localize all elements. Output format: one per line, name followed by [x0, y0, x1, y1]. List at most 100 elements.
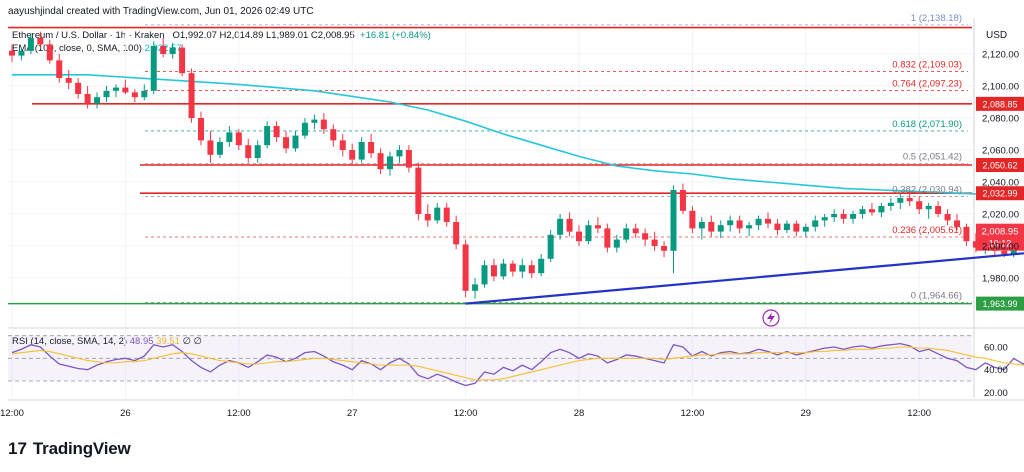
candle[interactable]: [481, 260, 488, 288]
candle[interactable]: [301, 118, 308, 139]
candle[interactable]: [717, 220, 724, 238]
candle[interactable]: [103, 86, 110, 102]
candle[interactable]: [972, 233, 979, 253]
candle[interactable]: [509, 260, 516, 277]
candle[interactable]: [490, 258, 497, 282]
candle[interactable]: [112, 84, 119, 98]
candle[interactable]: [736, 215, 743, 234]
candle[interactable]: [878, 202, 885, 218]
candle[interactable]: [727, 215, 734, 232]
candle[interactable]: [840, 209, 847, 224]
candle[interactable]: [349, 143, 356, 166]
candle[interactable]: [472, 278, 479, 299]
candle[interactable]: [708, 215, 715, 237]
candle[interactable]: [94, 92, 101, 109]
candle[interactable]: [339, 134, 346, 157]
candle[interactable]: [755, 215, 762, 230]
candle[interactable]: [9, 44, 15, 62]
candle[interactable]: [925, 202, 932, 219]
candle[interactable]: [557, 214, 564, 240]
rsi-ma-line[interactable]: [11, 346, 1024, 381]
candle[interactable]: [538, 254, 545, 277]
candle[interactable]: [698, 217, 705, 240]
candle[interactable]: [916, 196, 923, 214]
candle[interactable]: [453, 215, 460, 250]
candle[interactable]: [651, 231, 658, 251]
candle[interactable]: [330, 124, 337, 147]
candle[interactable]: [396, 145, 403, 163]
candle[interactable]: [500, 258, 507, 280]
bullish-trendline[interactable]: [465, 224, 1024, 305]
rsi-line[interactable]: [11, 342, 1024, 387]
candle[interactable]: [387, 151, 393, 176]
candle[interactable]: [519, 258, 526, 278]
candle[interactable]: [405, 145, 412, 173]
candle[interactable]: [604, 223, 611, 253]
candle[interactable]: [264, 121, 271, 149]
candle[interactable]: [632, 223, 639, 238]
tradingview-footer[interactable]: 17 TradingView: [8, 439, 131, 459]
candle[interactable]: [188, 68, 195, 123]
candle[interactable]: [793, 220, 800, 237]
candle[interactable]: [46, 39, 53, 64]
candle[interactable]: [235, 129, 242, 150]
candle[interactable]: [774, 218, 781, 235]
candle[interactable]: [273, 121, 280, 142]
candle[interactable]: [585, 220, 592, 245]
candle[interactable]: [179, 44, 186, 77]
candle[interactable]: [18, 47, 25, 61]
symbol-title[interactable]: Ethereum / U.S. Dollar · 1h · Kraken: [12, 30, 165, 41]
candle[interactable]: [198, 111, 204, 146]
candle[interactable]: [75, 78, 82, 99]
candle[interactable]: [160, 38, 167, 58]
candle[interactable]: [65, 70, 72, 90]
candle[interactable]: [424, 204, 431, 227]
candle[interactable]: [207, 130, 214, 163]
candle[interactable]: [131, 89, 138, 102]
candle[interactable]: [368, 134, 375, 158]
candle[interactable]: [850, 210, 857, 224]
candle[interactable]: [935, 201, 942, 218]
price-chart[interactable]: USD 1 (2,138.18) 0.832 (2,109.03) 0.764 (2…: [0, 0, 1024, 430]
candle[interactable]: [642, 228, 649, 246]
candle[interactable]: [84, 86, 91, 109]
candle[interactable]: [765, 212, 771, 229]
candle[interactable]: [963, 223, 970, 246]
rsi-label[interactable]: RSI (14, close, SMA, 14, 2): [12, 336, 128, 347]
candle[interactable]: [783, 220, 790, 234]
candle[interactable]: [897, 193, 904, 210]
candle[interactable]: [254, 140, 261, 163]
ema-line[interactable]: [12, 74, 1024, 210]
candle[interactable]: [859, 206, 866, 219]
candle[interactable]: [812, 215, 819, 232]
candle[interactable]: [216, 137, 223, 158]
candle[interactable]: [122, 79, 129, 94]
candle[interactable]: [311, 114, 318, 130]
candle[interactable]: [802, 223, 809, 237]
candle[interactable]: [547, 230, 554, 262]
candle[interactable]: [887, 198, 894, 211]
candle[interactable]: [37, 31, 44, 48]
candle[interactable]: [320, 113, 327, 134]
candle[interactable]: [566, 212, 573, 237]
candle[interactable]: [245, 138, 252, 163]
candle[interactable]: [226, 126, 233, 147]
candle[interactable]: [661, 241, 668, 258]
candle[interactable]: [868, 202, 875, 216]
candle[interactable]: [169, 42, 176, 59]
candle[interactable]: [594, 217, 601, 234]
candle[interactable]: [746, 222, 753, 237]
candle[interactable]: [377, 148, 384, 174]
candle[interactable]: [292, 130, 299, 152]
candle[interactable]: [821, 214, 828, 227]
candle[interactable]: [944, 209, 951, 226]
candle[interactable]: [434, 202, 441, 224]
candle[interactable]: [679, 183, 686, 214]
candle[interactable]: [528, 260, 535, 278]
ema-label[interactable]: EMA (100, close, 0, SMA, 100): [12, 43, 142, 54]
candle[interactable]: [954, 214, 960, 230]
candle[interactable]: [415, 162, 422, 221]
candle[interactable]: [56, 54, 63, 83]
candle[interactable]: [443, 202, 450, 227]
candle[interactable]: [689, 206, 696, 234]
